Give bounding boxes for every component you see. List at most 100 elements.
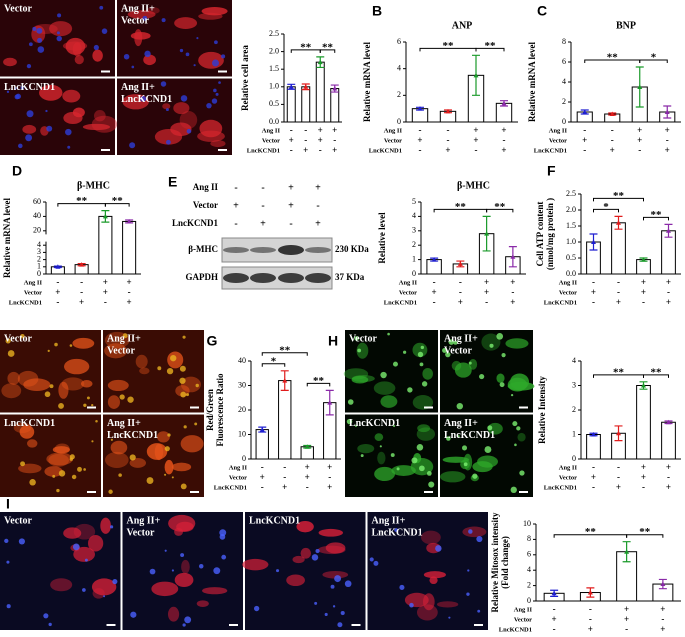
condition-sign: + xyxy=(432,287,437,297)
condition-sign: - xyxy=(642,482,645,492)
significance-bracket xyxy=(319,49,336,53)
cell xyxy=(356,342,369,359)
nucleus xyxy=(392,361,398,367)
condition-name: LncKCND1 xyxy=(534,147,567,154)
condition-name: Vector xyxy=(24,289,42,296)
blot-band xyxy=(223,247,249,253)
condition-name: Ang II xyxy=(24,279,43,286)
nucleus xyxy=(69,344,73,347)
condition-name: Ang II xyxy=(549,127,568,134)
significance-bracket xyxy=(486,208,514,213)
significance-bracket xyxy=(643,216,669,221)
condition-sign: + xyxy=(305,472,310,482)
nucleus xyxy=(52,474,56,478)
scale-bar xyxy=(101,149,110,151)
condition-name: Ang II xyxy=(559,464,578,471)
condition-name: LncKCND1 xyxy=(369,147,402,154)
y-tick-label: 1.5 xyxy=(269,64,279,73)
panel-letter: B xyxy=(372,3,382,19)
condition-sign: + xyxy=(616,297,621,307)
y-axis-label: Fluorescence Ratio xyxy=(215,373,225,447)
blot-band xyxy=(250,247,276,253)
condition-sign: + xyxy=(260,472,265,482)
nucleus xyxy=(165,139,171,145)
cell xyxy=(180,376,201,393)
nucleus xyxy=(489,343,494,348)
cell xyxy=(23,378,51,391)
condition-sign: - xyxy=(583,145,586,155)
condition-sign: - xyxy=(433,277,436,287)
condition-sign: + xyxy=(624,604,629,614)
mean-marker xyxy=(616,430,621,436)
cell xyxy=(167,606,180,622)
cell xyxy=(143,54,156,66)
nucleus xyxy=(346,418,353,425)
condition-sign: - xyxy=(283,462,286,472)
cell xyxy=(80,380,93,388)
cell xyxy=(63,527,82,539)
significance-label: ** xyxy=(279,344,291,356)
cell xyxy=(174,17,198,30)
cell xyxy=(510,373,530,390)
nucleus xyxy=(373,560,379,566)
cell xyxy=(129,458,147,468)
cell xyxy=(65,37,86,55)
cell xyxy=(162,103,171,110)
nucleus xyxy=(37,37,43,43)
nucleus xyxy=(340,610,345,616)
condition-sign: + xyxy=(660,624,665,634)
cell xyxy=(3,57,17,67)
nucleus xyxy=(419,362,424,367)
condition-sign: + xyxy=(552,614,557,624)
nucleus xyxy=(118,473,122,477)
mean-marker xyxy=(332,86,338,91)
bar xyxy=(278,380,292,460)
cell xyxy=(462,526,487,538)
tile-label: Ang II+ xyxy=(444,418,478,429)
scale-bar xyxy=(519,491,528,493)
mean-marker xyxy=(473,72,479,78)
nucleus xyxy=(157,366,162,371)
condition-name: Ang II xyxy=(559,279,578,286)
y-tick-label: 0 xyxy=(37,269,41,278)
mean-marker xyxy=(288,84,294,89)
cell xyxy=(164,459,174,475)
scale-bar xyxy=(229,624,238,626)
significance-bracket xyxy=(475,47,505,52)
nucleus xyxy=(179,48,184,53)
y-tick-label: 3 xyxy=(412,226,416,235)
condition-sign: - xyxy=(433,297,436,307)
nucleus xyxy=(72,543,80,551)
panel-letter: G xyxy=(207,333,218,349)
cell xyxy=(62,89,81,103)
nucleus xyxy=(466,592,470,596)
condition-sign: - xyxy=(592,277,595,287)
nucleus xyxy=(82,588,86,592)
y-tick-label: 8 xyxy=(562,37,566,46)
tile-label: Vector xyxy=(121,15,150,26)
nucleus xyxy=(103,595,106,598)
condition-sign: + xyxy=(510,297,515,307)
nucleus xyxy=(69,454,75,460)
cell xyxy=(92,588,105,599)
cell xyxy=(377,451,386,465)
nucleus xyxy=(194,422,198,426)
scale-bar xyxy=(424,491,433,493)
mean-marker xyxy=(510,254,516,259)
condition-sign: - xyxy=(617,277,620,287)
y-axis-label: Relative cell area xyxy=(240,45,250,111)
y-tick-label: 5 xyxy=(412,197,416,206)
nucleus xyxy=(6,604,11,609)
cell xyxy=(199,119,223,138)
cell xyxy=(107,395,120,409)
condition-sign: - xyxy=(419,125,422,135)
cell xyxy=(175,385,190,397)
nucleus xyxy=(140,95,147,102)
nucleus xyxy=(18,538,25,545)
nucleus xyxy=(477,609,481,613)
condition-sign: - xyxy=(128,287,131,297)
condition-sign: - xyxy=(553,604,556,614)
nucleus xyxy=(501,353,506,358)
panel-letter: F xyxy=(547,163,556,179)
